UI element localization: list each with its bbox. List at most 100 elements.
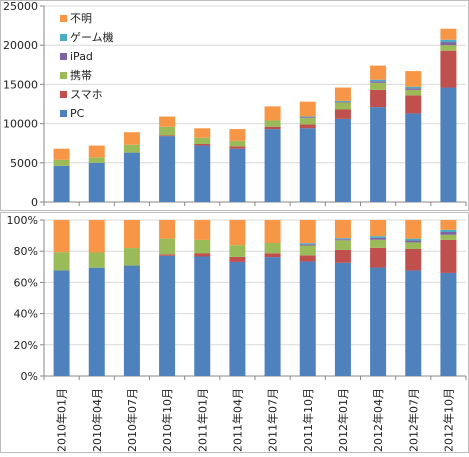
top-bar-segment	[53, 165, 70, 202]
top-bar-segment	[440, 45, 457, 51]
legend-label: ゲーム機	[70, 30, 114, 44]
legend-label: PC	[70, 107, 85, 120]
x-category-label: 2011年07月	[266, 388, 280, 452]
bottom-bar-segment	[405, 242, 422, 249]
bottom-bar-segment	[405, 270, 422, 376]
top-bar-segment	[334, 118, 351, 202]
x-category-label: 2011年01月	[195, 388, 209, 452]
bottom-bar-segment	[299, 243, 316, 245]
bottom-bar-segment	[440, 220, 457, 230]
bottom-bar-segment	[159, 220, 176, 239]
bottom-bar-segment	[264, 257, 281, 376]
bottom-bar-segment	[123, 220, 140, 249]
top-chart-ytick-label: 25000	[3, 0, 38, 13]
top-bar-segment	[370, 107, 387, 202]
top-bar-segment	[334, 101, 351, 103]
legend-swatch	[60, 110, 67, 117]
bottom-bar-segment	[370, 237, 387, 240]
bottom-chart-ytick-label: 20%	[14, 339, 38, 352]
top-bar-segment	[229, 146, 246, 149]
legend-label: 携帯	[70, 68, 92, 82]
bottom-chart-ytick-label: 40%	[14, 308, 38, 321]
bottom-bar-segment	[299, 244, 316, 246]
x-category-label: 2012年04月	[371, 388, 385, 452]
top-bar-segment	[299, 116, 316, 118]
top-bar-segment	[440, 39, 457, 43]
legend-swatch	[60, 34, 67, 41]
bottom-bar-segment	[440, 272, 457, 376]
legend-swatch	[60, 53, 67, 60]
bottom-bar-segment	[264, 220, 281, 244]
bottom-bar-segment	[334, 238, 351, 240]
top-bar-segment	[159, 135, 176, 137]
bottom-bar-segment	[370, 220, 387, 237]
top-bar-segment	[440, 50, 457, 88]
top-bar-segment	[229, 148, 246, 202]
bottom-bar-segment	[370, 247, 387, 268]
bottom-bar-segment	[405, 220, 422, 239]
top-bar-segment	[370, 89, 387, 108]
bottom-bar-segment	[53, 252, 70, 271]
top-chart-ytick-label: 15000	[3, 78, 38, 91]
top-chart-ytick-label: 20000	[3, 39, 38, 52]
x-category-label: 2010年07月	[125, 388, 139, 452]
bottom-bar-segment	[334, 240, 351, 250]
bottom-bar-segment	[334, 239, 351, 241]
bottom-bar-segment	[264, 243, 281, 254]
top-bar-segment	[194, 137, 211, 144]
bottom-bar-segment	[370, 267, 387, 376]
legend-swatch	[60, 72, 67, 79]
top-bar-segment	[405, 95, 422, 114]
top-bar-segment	[440, 87, 457, 202]
bottom-bar-segment	[299, 220, 316, 244]
bottom-bar-segment	[405, 248, 422, 271]
top-bar-segment	[264, 120, 281, 127]
bottom-bar-segment	[299, 245, 316, 256]
top-bar-segment	[88, 145, 105, 158]
top-bar-segment	[264, 126, 281, 130]
top-bar-segment	[440, 42, 457, 46]
bottom-bar-segment	[405, 238, 422, 241]
x-category-label: 2011年10月	[301, 388, 315, 452]
top-bar-segment	[405, 71, 422, 87]
bottom-bar-segment	[440, 232, 457, 235]
bottom-chart-ytick-label: 60%	[14, 276, 38, 289]
bottom-bar-segment	[229, 220, 246, 246]
bottom-bar-segment	[53, 220, 70, 253]
top-bar-segment	[334, 109, 351, 119]
legend-label: iPad	[70, 50, 93, 63]
bottom-chart-ytick-label: 100%	[7, 214, 38, 227]
top-bar-segment	[405, 88, 422, 90]
top-bar-segment	[405, 89, 422, 96]
top-chart-ytick-label: 10000	[3, 118, 38, 131]
top-bar-segment	[264, 129, 281, 202]
top-chart-ytick-label: 0	[31, 196, 38, 209]
bottom-bar-segment	[229, 256, 246, 262]
bottom-chart-ytick-label: 80%	[14, 245, 38, 258]
top-bar-segment	[194, 128, 211, 138]
x-category-label: 2011年04月	[230, 388, 244, 452]
bottom-bar-segment	[299, 261, 316, 376]
x-category-label: 2012年07月	[406, 388, 420, 452]
top-bar-segment	[53, 159, 70, 166]
top-bar-segment	[159, 116, 176, 127]
bottom-bar-segment	[194, 220, 211, 240]
bottom-bar-segment	[123, 265, 140, 376]
top-bar-segment	[299, 118, 316, 125]
bottom-bar-segment	[194, 239, 211, 254]
top-bar-segment	[159, 136, 176, 202]
bottom-bar-segment	[334, 220, 351, 239]
bottom-bar-segment	[299, 255, 316, 262]
top-bar-segment	[194, 143, 211, 146]
bottom-bar-segment	[194, 256, 211, 376]
bottom-bar-segment	[440, 234, 457, 240]
top-bar-segment	[123, 132, 140, 145]
bottom-bar-segment	[123, 248, 140, 266]
top-bar-segment	[88, 162, 105, 202]
legend-label: スマホ	[70, 88, 103, 101]
bottom-bar-segment	[159, 238, 176, 255]
bottom-bar-segment	[370, 236, 387, 238]
top-bar-segment	[229, 140, 246, 147]
bottom-bar-segment	[370, 239, 387, 248]
